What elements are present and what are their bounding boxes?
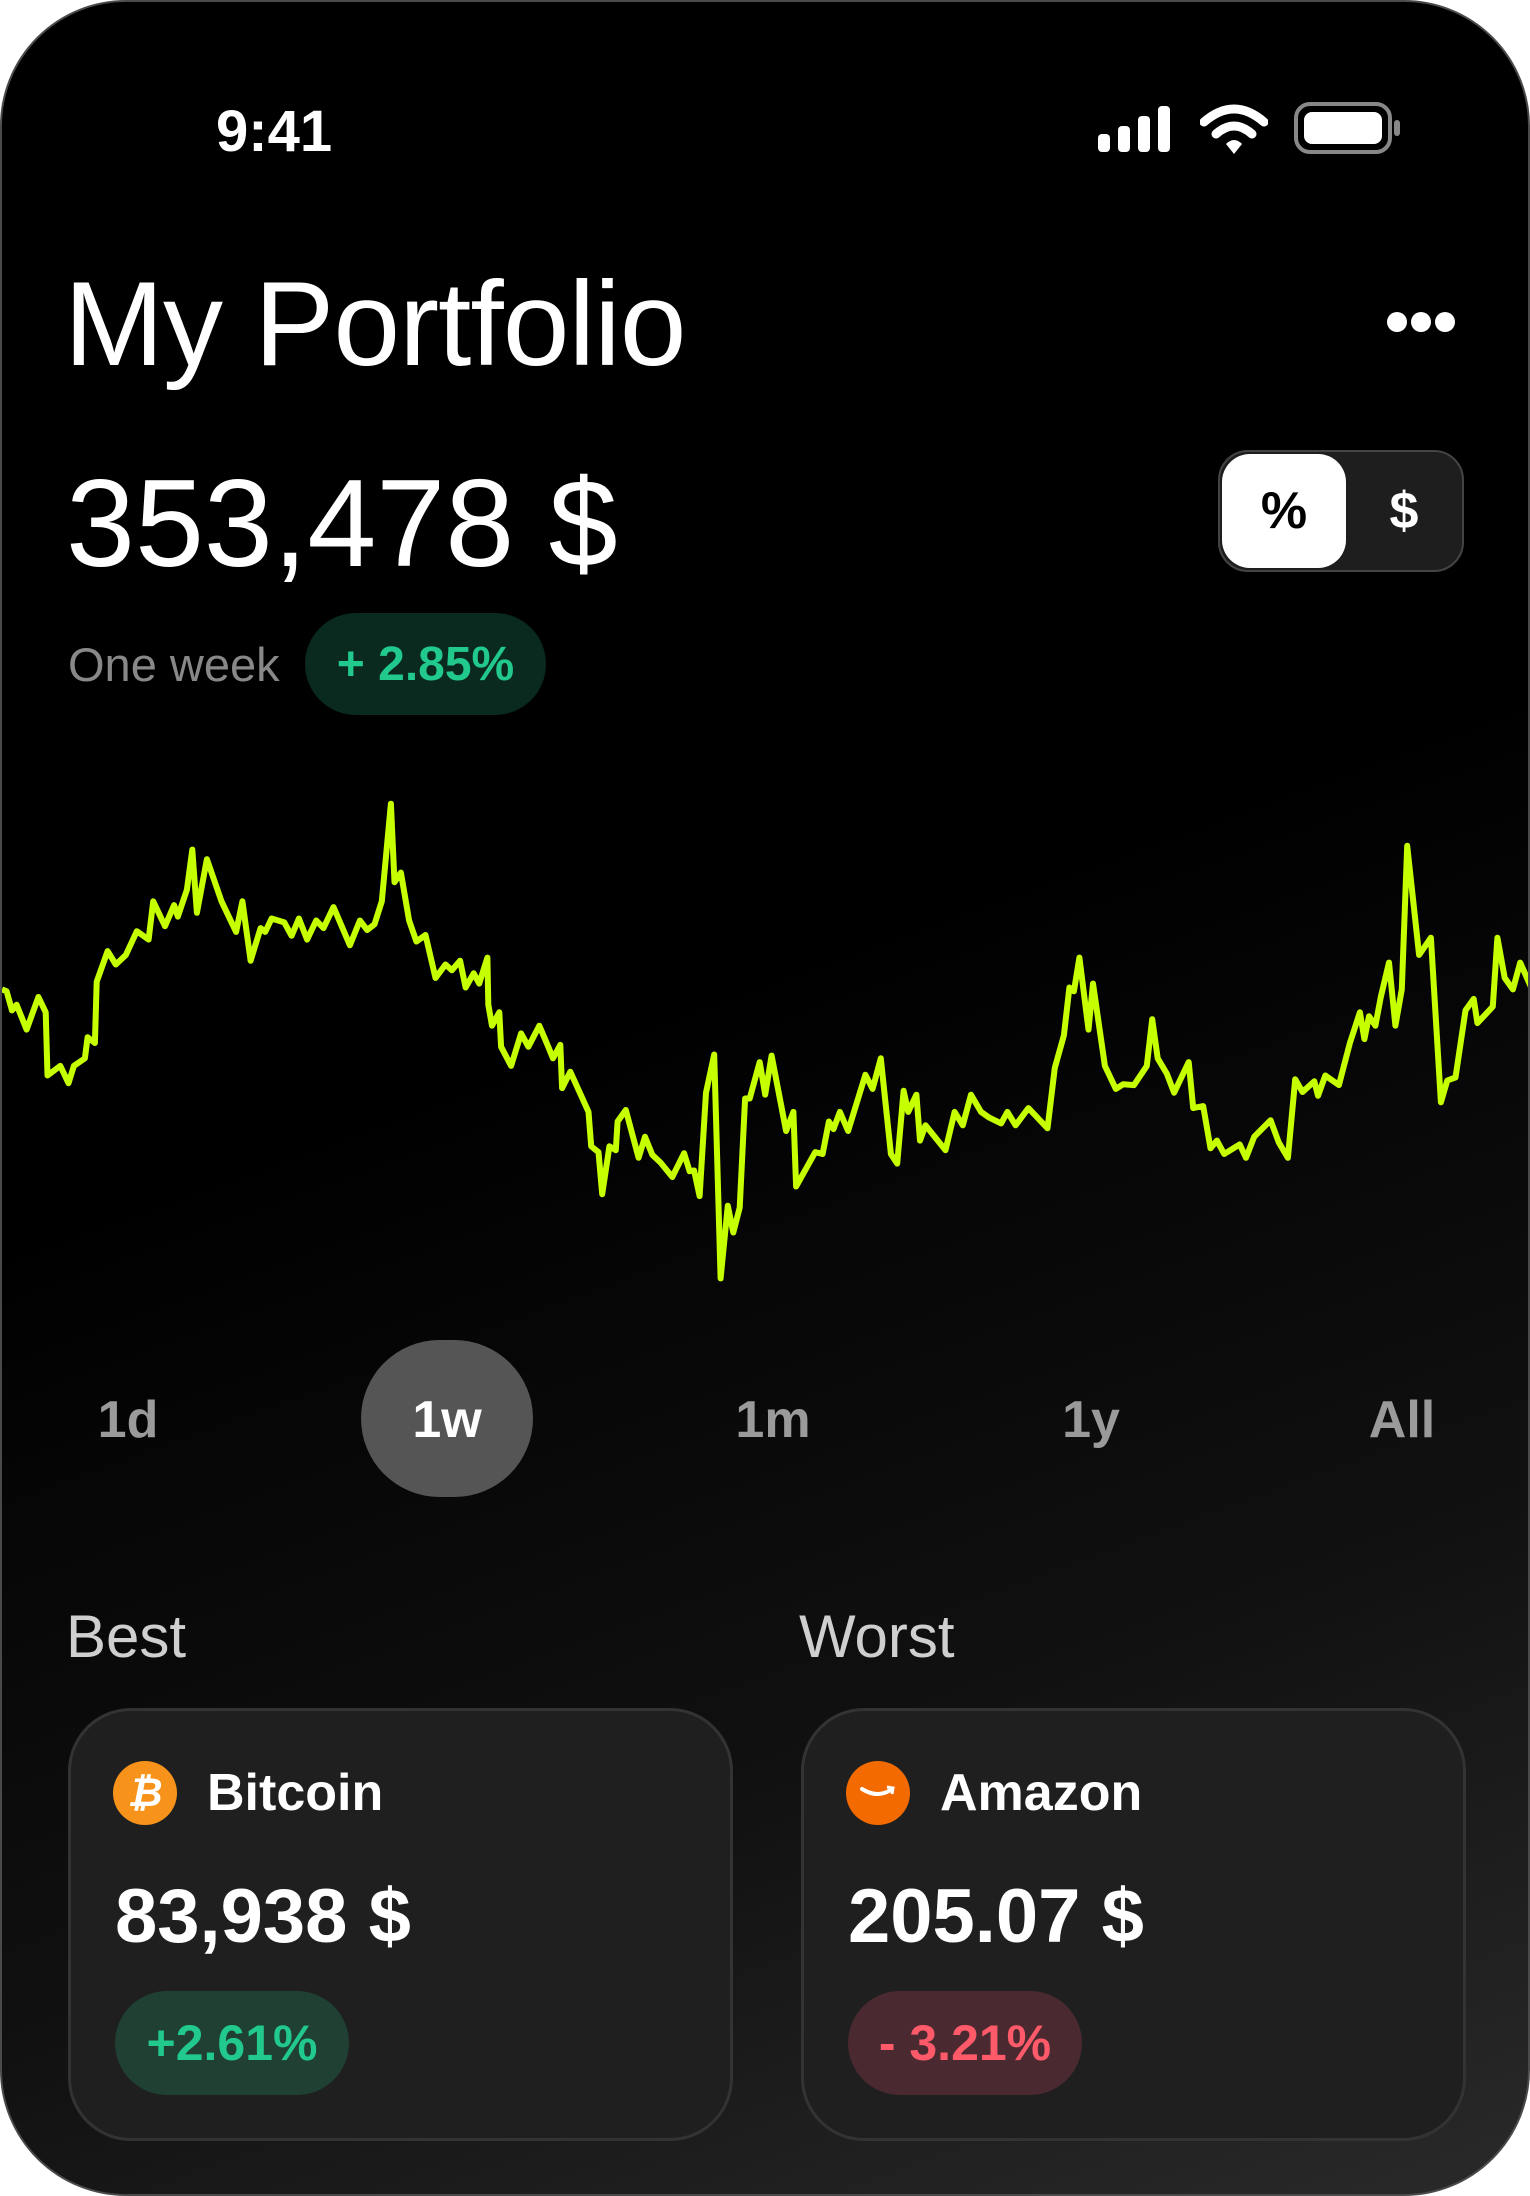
page-title: My Portfolio <box>64 257 687 391</box>
toggle-percent[interactable]: % <box>1222 454 1346 568</box>
best-asset-card[interactable]: ₿ Bitcoin 83,938 $ +2.61% <box>68 1708 733 2141</box>
worst-heading: Worst <box>799 1603 955 1670</box>
bitcoin-icon: ₿ <box>113 1761 177 1825</box>
best-heading: Best <box>66 1603 187 1670</box>
portfolio-chart <box>2 800 1528 1282</box>
asset-price: 83,938 $ <box>115 1874 411 1959</box>
battery-icon <box>1294 102 1400 154</box>
unit-toggle[interactable]: % $ <box>1218 450 1464 572</box>
asset-change-badge: - 3.21% <box>848 1991 1082 2095</box>
worst-asset-card[interactable]: Amazon 205.07 $ - 3.21% <box>801 1708 1466 2141</box>
timeframe-1d[interactable]: 1d <box>97 1391 159 1449</box>
timeframe-1w[interactable]: 1w <box>412 1391 482 1449</box>
cellular-signal-icon <box>1098 106 1170 152</box>
period-label: One week <box>68 638 280 691</box>
asset-price: 205.07 $ <box>848 1874 1144 1959</box>
chart-line <box>2 800 1528 1282</box>
wifi-icon <box>1200 104 1268 154</box>
timeframe-1y[interactable]: 1y <box>1062 1391 1120 1449</box>
timeframe-active-indicator <box>361 1340 533 1497</box>
timeframe-1m[interactable]: 1m <box>735 1391 811 1449</box>
amazon-icon <box>846 1761 910 1825</box>
asset-name: Amazon <box>940 1764 1143 1822</box>
asset-name: Bitcoin <box>207 1764 384 1822</box>
toggle-dollar[interactable]: $ <box>1389 482 1419 540</box>
more-options-button[interactable] <box>1387 312 1457 334</box>
ellipsis-icon <box>1387 312 1407 332</box>
portfolio-total: 353,478 $ <box>66 455 618 593</box>
ellipsis-icon <box>1411 312 1431 332</box>
asset-change-badge: +2.61% <box>115 1991 349 2095</box>
status-time: 9:41 <box>216 99 333 164</box>
timeframe-all[interactable]: All <box>1368 1391 1436 1449</box>
change-badge: + 2.85% <box>305 613 546 715</box>
ellipsis-icon <box>1435 312 1455 332</box>
